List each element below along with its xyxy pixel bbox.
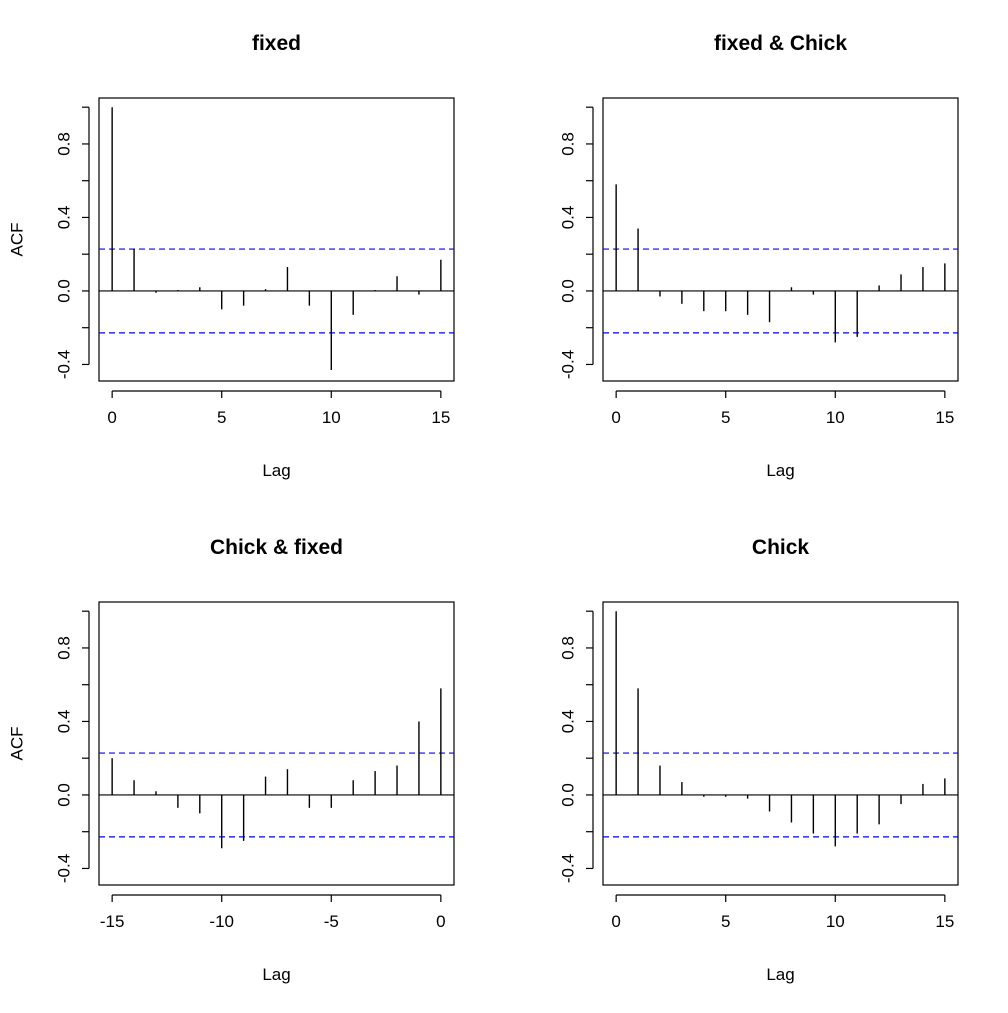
- acf-panel: -0.4 0.0 0.4 0.8 -15 -10 -5 0 Chick & fixed Lag AC…: [8, 536, 455, 984]
- x-tick-label: 0: [611, 408, 620, 427]
- y-tick-label: 0.4: [559, 710, 578, 734]
- x-tick-label: 10: [826, 408, 845, 427]
- panel-title: fixed & Chick: [714, 32, 847, 55]
- y-tick-label: 0.0: [55, 783, 74, 807]
- panel-title: Chick: [752, 536, 810, 559]
- y-axis-label: ACF: [8, 223, 27, 257]
- y-tick-label: -0.4: [55, 854, 74, 883]
- y-tick-label: -0.4: [55, 350, 74, 379]
- y-axis-label: ACF: [8, 727, 27, 761]
- plot-frame: [602, 97, 959, 382]
- x-tick-label: 10: [826, 912, 845, 931]
- panel-title: fixed: [252, 32, 301, 55]
- y-tick-label: 0.8: [55, 132, 74, 156]
- y-tick-label: -0.4: [559, 350, 578, 379]
- acf-panel: -0.4 0.0 0.4 0.8 0 5 10 15 fixed & Chick Lag: [559, 32, 959, 480]
- x-tick-label: 5: [721, 912, 730, 931]
- plot-frame: [602, 601, 959, 886]
- x-axis-label: Lag: [766, 461, 794, 480]
- y-tick-label: 0.8: [559, 132, 578, 156]
- x-axis-label: Lag: [262, 461, 290, 480]
- panel-title: Chick & fixed: [210, 536, 343, 559]
- plot-frame: [98, 97, 455, 382]
- x-tick-label: -10: [209, 912, 234, 931]
- y-tick-label: 0.8: [55, 636, 74, 660]
- y-tick-label: 0.0: [559, 279, 578, 303]
- y-tick-label: 0.4: [559, 206, 578, 230]
- x-tick-label: 15: [935, 408, 954, 427]
- x-axis-label: Lag: [766, 965, 794, 984]
- x-tick-label: 15: [431, 408, 450, 427]
- x-tick-label: 0: [611, 912, 620, 931]
- x-tick-label: 5: [217, 408, 226, 427]
- y-tick-label: 0.0: [559, 783, 578, 807]
- x-tick-label: 5: [721, 408, 730, 427]
- y-tick-label: -0.4: [559, 854, 578, 883]
- acf-panel: -0.4 0.0 0.4 0.8 0 5 10 15 Chick Lag: [559, 536, 959, 984]
- y-tick-label: 0.4: [55, 206, 74, 230]
- x-tick-label: 15: [935, 912, 954, 931]
- y-tick-label: 0.4: [55, 710, 74, 734]
- plot-frame: [98, 601, 455, 886]
- x-tick-label: 10: [322, 408, 341, 427]
- y-tick-label: 0.8: [559, 636, 578, 660]
- x-tick-label: -15: [100, 912, 125, 931]
- x-tick-label: 0: [436, 912, 445, 931]
- x-tick-label: -5: [324, 912, 339, 931]
- x-axis-label: Lag: [262, 965, 290, 984]
- y-tick-label: 0.0: [55, 279, 74, 303]
- x-tick-label: 0: [107, 408, 116, 427]
- acf-panel: -0.4 0.0 0.4 0.8 0 5 10 15 fixed Lag ACF: [8, 32, 455, 480]
